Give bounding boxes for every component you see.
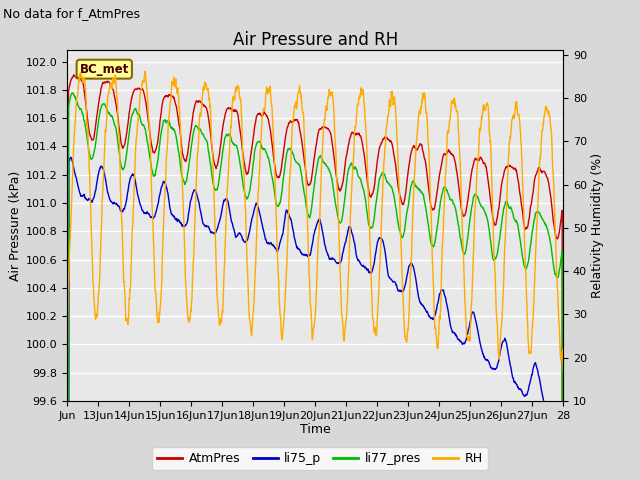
AtmPres xyxy=(141,96,149,101)
Text: No data for f_AtmPres: No data for f_AtmPres xyxy=(3,7,140,20)
Title: Air Pressure and RH: Air Pressure and RH xyxy=(232,31,398,49)
RH xyxy=(141,70,148,76)
li77_pres xyxy=(302,202,310,207)
li75_p xyxy=(141,210,149,216)
li77_pres xyxy=(505,203,513,209)
Legend: AtmPres, li75_p, li77_pres, RH: AtmPres, li75_p, li77_pres, RH xyxy=(152,447,488,470)
AtmPres xyxy=(553,236,561,241)
Y-axis label: Relativity Humidity (%): Relativity Humidity (%) xyxy=(591,153,604,298)
RH xyxy=(141,68,149,74)
Text: BC_met: BC_met xyxy=(79,63,129,76)
li75_p xyxy=(505,352,513,358)
li75_p xyxy=(67,155,75,160)
AtmPres xyxy=(302,170,310,176)
RH xyxy=(432,330,440,336)
Line: RH: RH xyxy=(67,71,563,372)
RH xyxy=(505,153,513,159)
li77_pres xyxy=(432,233,440,239)
Line: AtmPres: AtmPres xyxy=(67,75,563,480)
AtmPres xyxy=(70,72,77,78)
X-axis label: Time: Time xyxy=(300,423,331,436)
li77_pres xyxy=(141,126,149,132)
RH xyxy=(559,367,567,373)
Line: li77_pres: li77_pres xyxy=(67,93,563,480)
li75_p xyxy=(553,418,561,423)
Line: li75_p: li75_p xyxy=(67,157,563,480)
RH xyxy=(292,106,300,112)
AtmPres xyxy=(432,198,440,204)
RH xyxy=(63,370,71,375)
Y-axis label: Air Pressure (kPa): Air Pressure (kPa) xyxy=(8,170,22,281)
li75_p xyxy=(302,253,310,259)
AtmPres xyxy=(505,163,513,168)
RH xyxy=(302,178,310,183)
li77_pres xyxy=(68,90,76,96)
AtmPres xyxy=(292,117,300,122)
li75_p xyxy=(292,244,300,250)
li77_pres xyxy=(292,159,300,165)
li77_pres xyxy=(553,275,561,280)
li75_p xyxy=(432,309,440,314)
RH xyxy=(553,283,561,288)
